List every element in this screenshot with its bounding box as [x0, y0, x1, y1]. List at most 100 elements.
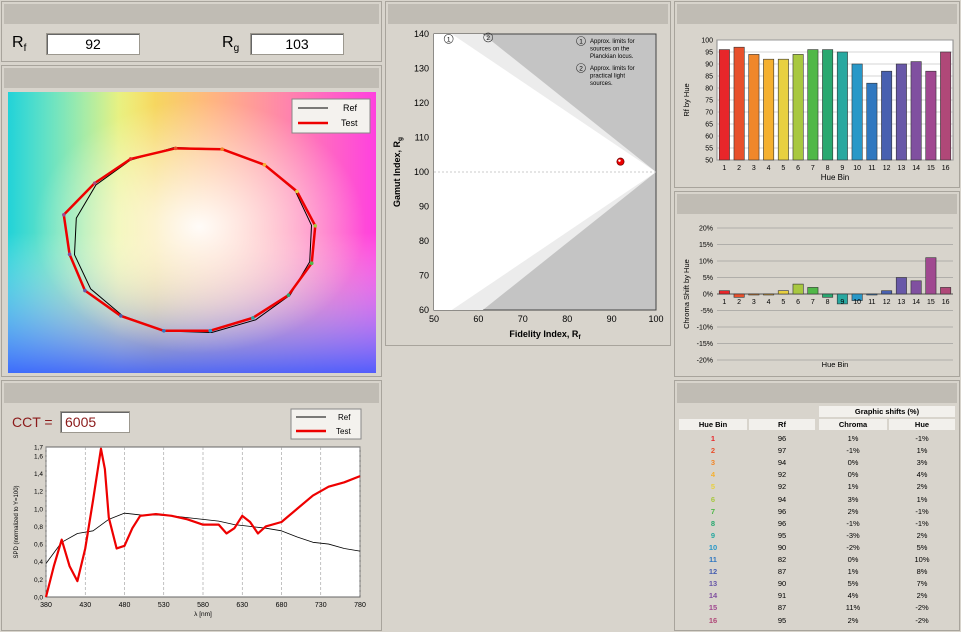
table-cell: 7% [916, 579, 928, 589]
y-tick-label: 100 [414, 167, 429, 177]
table-hue-bin-cell: 12 [708, 567, 718, 577]
note1-marker [443, 34, 454, 44]
table-cell: -3% [846, 530, 860, 540]
rf-bar [748, 54, 760, 161]
x-tick-label: 15 [927, 299, 935, 306]
shifts-table: Graphic shifts (%) Hue Bin Rf Chroma Hue 1 9… [675, 405, 961, 630]
chroma-bar [822, 293, 834, 298]
table-cell: 4% [916, 470, 928, 480]
table-cell: -2% [915, 615, 929, 625]
x-tick-label: 13 [897, 165, 905, 172]
table-cell: -1% [915, 434, 929, 443]
y-tick-label: 75 [705, 98, 713, 105]
y-tick-label: 5% [703, 275, 713, 282]
legend-ref-label: Ref [338, 413, 351, 422]
y-tick-label: 70 [419, 271, 429, 281]
test-point-highlight [618, 159, 621, 162]
x-tick-label: 2 [737, 299, 741, 306]
rf-bar [895, 63, 907, 161]
chroma-bar [763, 293, 775, 296]
rf-bar [940, 51, 952, 161]
rf-bar [763, 58, 775, 161]
hue-bin-point [67, 252, 72, 257]
metrics-panel: Rf 92 Rg 103 [1, 1, 382, 62]
gamut-panel-title [388, 4, 668, 24]
table-cell: 0% [847, 470, 859, 480]
table-column-header: Hue Bin [679, 419, 747, 430]
table-cell: 0% [847, 458, 859, 468]
hue-bin-point [128, 157, 133, 161]
y-tick-label: 15% [699, 242, 713, 249]
gamut-panel: 50 60 70 80 90 100 60 70 80 90 100 110 120 130 140 1 2 1 A… [385, 1, 671, 346]
y-tick-label: 90 [705, 62, 713, 69]
rf-value-field[interactable]: 92 [46, 33, 140, 55]
chroma-bar [866, 293, 878, 296]
table-cell: 2% [916, 530, 928, 540]
y-tick-label: 80 [705, 86, 713, 93]
table-cell: 94 [777, 494, 787, 504]
table-cell: -1% [846, 518, 860, 528]
y-tick-label: -5% [701, 308, 713, 315]
hue-bin-point [295, 189, 299, 194]
y-axis-label: SPD (normalized to Y=100) [14, 485, 20, 558]
table-cell: 82 [777, 555, 787, 564]
y-tick-label: 90 [419, 202, 429, 212]
spd-chart: 380 430 480 530 580 630 680 730 780 0,0 0,2 0,4 0,6 0… [14, 408, 366, 618]
x-tick-label: 2 [737, 165, 741, 172]
rf-label: Rf [12, 34, 27, 55]
table-cell: 2% [847, 506, 859, 516]
note2-text: practical light [590, 74, 625, 80]
rf-bar [866, 82, 878, 161]
rf-by-hue-panel-title [677, 4, 957, 24]
color-vector-graphic: Ref Test [8, 92, 376, 373]
y-tick-label: 140 [414, 29, 429, 39]
test-point [616, 157, 625, 166]
table-cell: 0% [847, 555, 859, 564]
y-tick-label: 0,4 [34, 559, 43, 566]
x-tick-label: 9 [840, 165, 844, 172]
rf-bar [881, 70, 893, 161]
x-tick-label: 4 [767, 165, 771, 172]
table-column-header: Rf [749, 419, 815, 430]
hue-bin-point [262, 163, 267, 167]
chroma-bar [836, 293, 848, 305]
x-tick-label: 4 [767, 299, 771, 306]
table-cell: 94 [777, 458, 787, 468]
x-axis-label: Hue Bin [821, 173, 849, 182]
x-tick-label: 13 [897, 299, 905, 306]
y-tick-label: 1,4 [34, 471, 43, 478]
chroma-bar [777, 290, 789, 295]
legend-ref-label: Ref [343, 103, 358, 113]
y-tick-label: 0,2 [34, 577, 43, 584]
hue-bin-point [92, 181, 97, 185]
x-tick-label: 5 [781, 165, 785, 172]
x-tick-label: 380 [40, 602, 52, 609]
table-cell: 3% [847, 494, 859, 504]
spd-legend-box [290, 408, 362, 440]
cct-value-field[interactable]: 6005 [60, 411, 130, 433]
table-cell: 4% [847, 591, 859, 601]
rg-value-field[interactable]: 103 [250, 33, 344, 55]
rf-bar [777, 58, 789, 161]
chroma-bar [925, 257, 937, 295]
x-tick-label: 11 [868, 165, 875, 172]
chroma-bar [895, 277, 907, 295]
x-tick-label: 8 [826, 165, 830, 172]
limit-region-1 [434, 34, 656, 310]
y-tick-label: 100 [701, 38, 713, 45]
y-tick-label: 80 [419, 236, 429, 246]
note1-legend-num: 1 [579, 39, 583, 46]
metrics-panel-title [4, 4, 379, 24]
table-hue-bin-cell: 1 [710, 434, 716, 443]
chroma-bar [807, 287, 819, 295]
x-tick-label: 7 [811, 165, 815, 172]
note2-marker [483, 32, 493, 43]
x-tick-label: 60 [473, 314, 483, 324]
x-tick-label: 430 [79, 602, 91, 609]
y-tick-label: -10% [697, 325, 713, 332]
shifts-table-panel: Graphic shifts (%) Hue Bin Rf Chroma Hue 1 9… [674, 380, 960, 631]
rf-bar [822, 49, 834, 161]
x-tick-label: 3 [752, 165, 756, 172]
hue-bin-point [313, 224, 318, 228]
